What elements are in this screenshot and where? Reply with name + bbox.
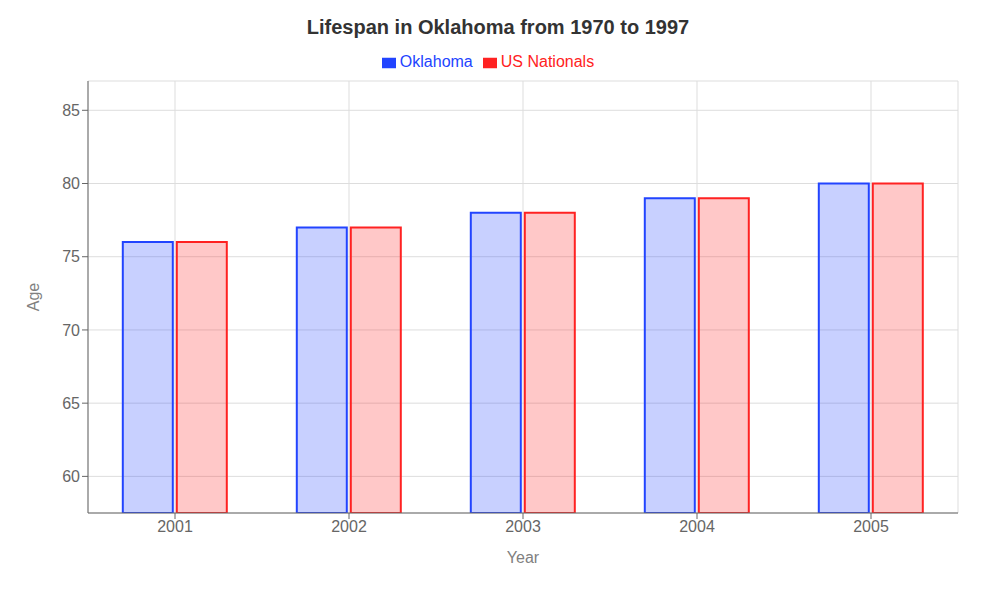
html-text:US Nationals: US Nationals	[500, 53, 595, 70]
svg-text:70: 70	[62, 322, 80, 339]
svg-text:2004: 2004	[679, 518, 715, 535]
svg-text:Year: Year	[507, 549, 540, 566]
svg-text:85: 85	[62, 102, 80, 119]
svg-text:2005: 2005	[853, 518, 889, 535]
svg-text:2003: 2003	[505, 518, 541, 535]
svg-text:Age: Age	[25, 283, 42, 312]
html-text:Oklahoma: Oklahoma	[399, 53, 473, 70]
svg-text:75: 75	[62, 248, 80, 265]
html-text:Lifespan in Oklahoma from 1970: Lifespan in Oklahoma from 1970 to 1997	[306, 16, 690, 38]
svg-text:2001: 2001	[157, 518, 193, 535]
svg-text:2002: 2002	[331, 518, 367, 535]
svg-text:80: 80	[62, 175, 80, 192]
svg-text:65: 65	[62, 395, 80, 412]
svg-text:60: 60	[62, 468, 80, 485]
